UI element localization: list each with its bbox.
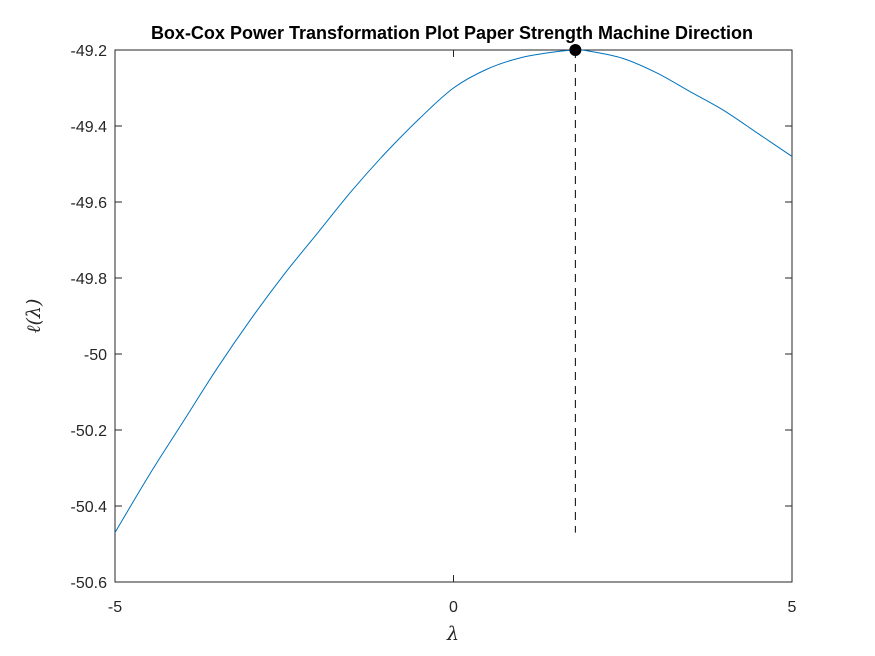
- x-tick-label: 5: [788, 599, 797, 616]
- y-tick-label: -50.2: [71, 423, 108, 440]
- y-tick-label: -49.4: [71, 119, 108, 136]
- optimum-marker: [569, 44, 582, 56]
- y-tick-label: -49.2: [71, 43, 108, 60]
- x-tick-label: 0: [449, 599, 458, 616]
- log-likelihood-curve: [114, 49, 793, 533]
- y-tick-label: -50: [84, 347, 107, 364]
- x-axis: -5 0 5: [108, 50, 797, 616]
- y-tick-label: -50.4: [71, 499, 108, 516]
- y-tick-label: -50.6: [71, 575, 108, 592]
- y-tick-label: -49.6: [71, 195, 108, 212]
- y-tick-label: -49.8: [71, 271, 108, 288]
- y-axis: -49.2 -49.4 -49.6 -49.8 -50 -50.2 -50.4 -50.6: [71, 43, 792, 592]
- x-tick-label: -5: [108, 599, 122, 616]
- plot-area: [114, 49, 793, 583]
- y-axis-label: ℓ(λ): [23, 299, 45, 334]
- x-axis-label: λ: [446, 623, 459, 645]
- chart-title: Box-Cox Power Transformation Plot Paper …: [151, 23, 753, 43]
